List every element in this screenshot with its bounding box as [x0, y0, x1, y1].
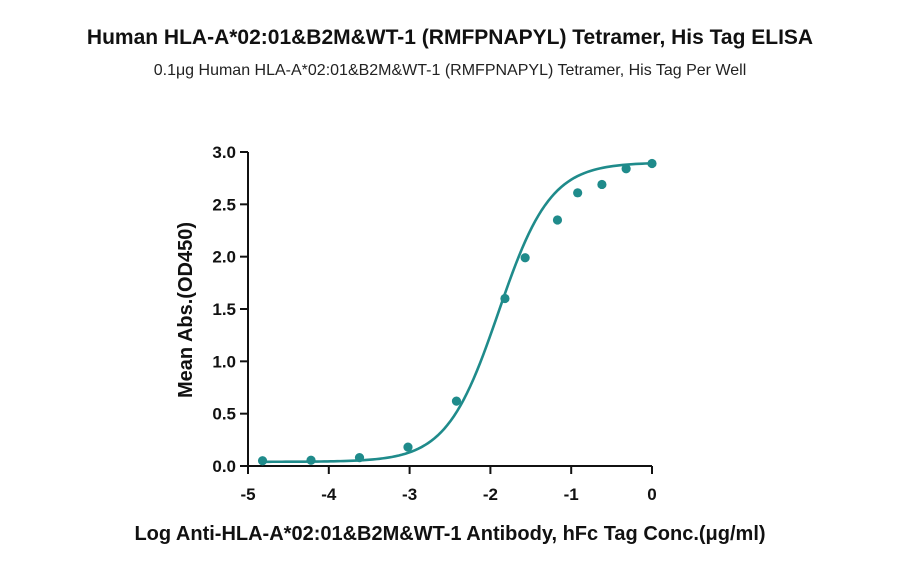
y-tick-label: 0.0	[212, 457, 236, 476]
tick-group: 0.0 0.5 1.0 1.5 2.0 2.5 3.0 -5 -4 -3 -2 -1 0	[212, 143, 656, 504]
data-point	[451, 396, 462, 406]
chart-subtitle: 0.1μg Human HLA-A*02:01&B2M&WT-1 (RMFPNA…	[153, 62, 747, 79]
data-point	[520, 253, 530, 263]
data-point	[306, 455, 316, 465]
x-tick-label: -4	[321, 485, 337, 504]
data-point	[621, 164, 631, 174]
y-tick-label: 3.0	[212, 143, 236, 162]
x-tick-label: -3	[402, 485, 417, 504]
x-tick-label: 0	[647, 485, 656, 504]
y-tick-label: 2.0	[212, 248, 236, 267]
y-tick-label: 2.5	[212, 195, 236, 214]
x-tick-label: -1	[564, 485, 579, 504]
data-point	[500, 293, 510, 304]
data-point	[403, 442, 413, 452]
data-points	[257, 158, 657, 466]
fit-curve	[262, 161, 653, 464]
data-point	[573, 188, 583, 198]
data-point	[597, 179, 607, 190]
axes	[247, 152, 652, 467]
x-tick-label: -2	[483, 485, 498, 504]
data-point	[552, 215, 563, 225]
x-axis-label: Log Anti-HLA-A*02:01&B2M&WT-1 Antibody, …	[134, 523, 765, 545]
y-tick-label: 0.5	[212, 405, 236, 424]
y-axis-label: Mean Abs.(OD450)	[175, 222, 197, 398]
data-point	[647, 158, 657, 169]
y-tick-label: 1.0	[212, 352, 236, 371]
data-point	[354, 453, 365, 463]
data-point	[257, 456, 268, 466]
y-tick-label: 1.5	[212, 300, 236, 319]
x-tick-label: -5	[240, 485, 255, 504]
chart-title: Human HLA-A*02:01&B2M&WT-1 (RMFPNAPYL) T…	[86, 26, 814, 49]
